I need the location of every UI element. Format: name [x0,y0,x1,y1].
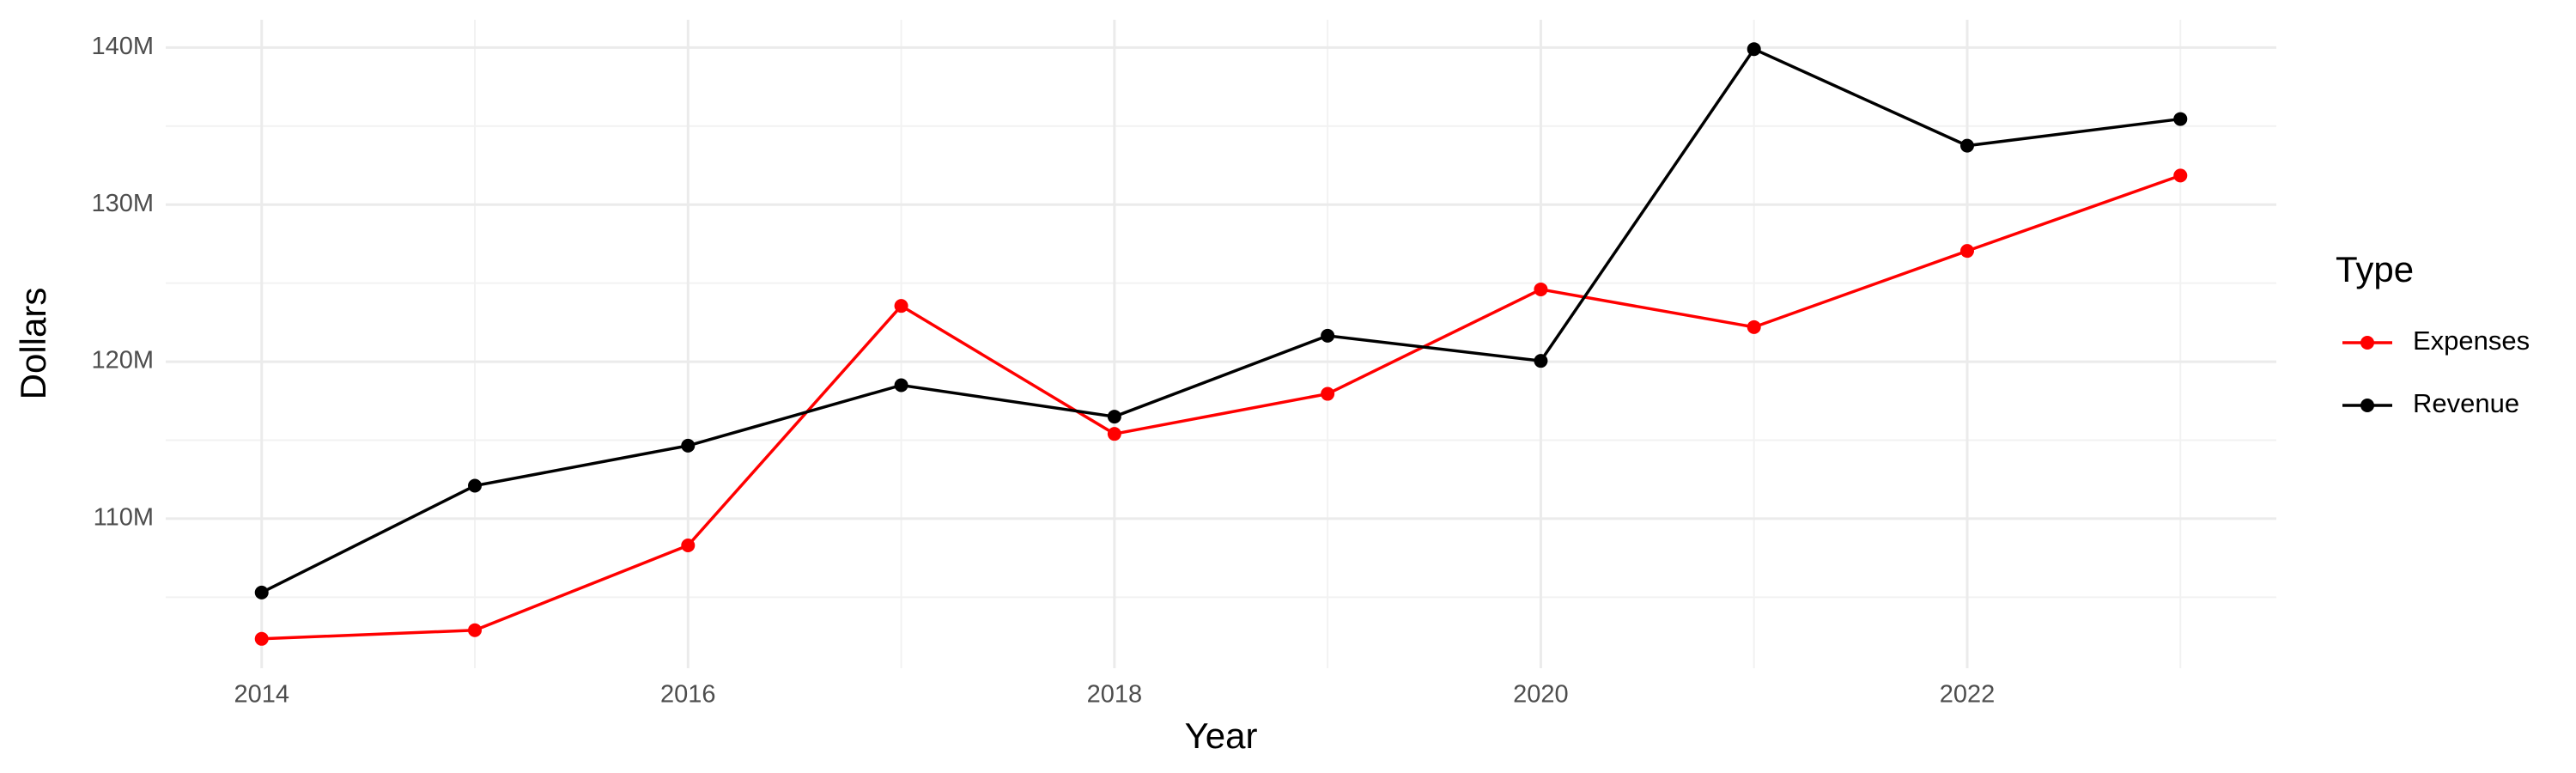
x-tick-label: 2014 [234,681,289,709]
y-tick-label: 110M [94,504,154,532]
data-point [1107,427,1121,441]
data-point [1959,138,1974,153]
data-point [2173,168,2188,183]
data-point [1747,42,1761,57]
y-tick-label: 140M [91,33,154,60]
data-point [1107,410,1121,424]
data-point [1534,354,1548,368]
y-tick-label: 120M [91,347,154,374]
data-point [1534,282,1548,296]
data-point [1321,328,1335,343]
y-axis-title: Dollars [13,288,53,400]
data-point [1959,244,1974,259]
data-point [254,631,269,646]
data-point [1321,386,1335,401]
data-point [894,299,908,313]
legend-marker [2360,336,2374,350]
x-axis-title: Year [1185,715,1258,756]
y-tick-label: 130M [91,190,154,217]
data-point [894,378,908,393]
data-point [681,539,696,553]
x-tick-label: 2018 [1087,681,1143,709]
legend-marker [2360,399,2374,412]
data-point [254,585,269,600]
data-point [2173,112,2188,126]
legend-title: Type [2336,249,2414,289]
data-point [468,623,483,637]
data-point [1747,320,1761,334]
x-tick-label: 2022 [1940,681,1996,709]
data-point [681,438,696,453]
legend-label: Revenue [2413,388,2519,418]
series-line [261,173,2181,641]
series-line [260,46,2181,594]
data-point [468,478,483,493]
legend-label: Expenses [2413,326,2530,356]
x-tick-label: 2016 [660,681,716,709]
x-tick-label: 2020 [1513,681,1569,709]
